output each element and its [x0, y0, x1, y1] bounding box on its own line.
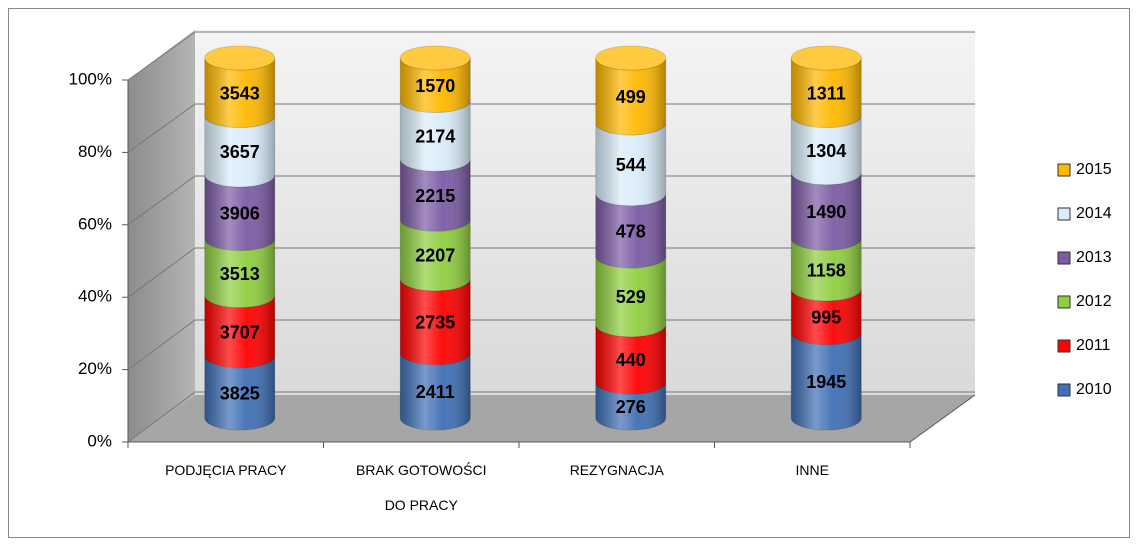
grid-line: [127, 391, 196, 443]
legend-label: 2015: [1076, 161, 1112, 178]
y-tick-label: 0%: [87, 431, 112, 450]
side-wall: [128, 30, 195, 442]
legend-swatch: [1057, 383, 1071, 397]
cylinder-shade: [204, 58, 275, 431]
floor-edge: [909, 394, 976, 443]
grid-line: [127, 319, 196, 371]
x-tick-label: BRAK GOTOWOŚCI DO PRACY: [356, 462, 487, 513]
data-label: 3906: [220, 204, 260, 224]
legend-label: 2011: [1076, 337, 1111, 354]
x-tick-label: INNE: [795, 462, 829, 478]
cylinder-top-highlight: [400, 46, 471, 70]
data-label: 2411: [416, 382, 455, 402]
y-tick-label: 100%: [69, 69, 112, 88]
data-label: 478: [616, 222, 646, 242]
data-label: 3657: [220, 142, 260, 162]
data-label: 1304: [806, 141, 846, 161]
legend-label: 2012: [1076, 293, 1112, 310]
cylinder-top-highlight: [204, 46, 275, 70]
x-tick-label: REZYGNACJA: [569, 462, 664, 478]
legend-label: 2014: [1076, 205, 1112, 222]
data-label: 3543: [220, 84, 260, 104]
data-label: 3825: [220, 384, 260, 404]
grid-line: [127, 247, 196, 298]
legend-label: 2010: [1076, 381, 1112, 398]
data-label: 276: [616, 397, 646, 417]
legend-label: 2013: [1076, 249, 1112, 266]
data-label: 1158: [807, 260, 846, 280]
data-label: 499: [616, 87, 646, 107]
data-label: 440: [616, 350, 646, 370]
data-label: 2215: [415, 186, 455, 206]
floor: [128, 395, 975, 442]
data-label: 544: [616, 155, 646, 175]
data-label: 529: [616, 287, 646, 307]
x-tick-label: PODJĘCIA PRACY: [165, 462, 287, 478]
y-tick-label: 80%: [78, 142, 112, 161]
cylinder-top: [399, 45, 471, 71]
data-label: 995: [811, 308, 841, 328]
legend-swatch: [1057, 207, 1071, 221]
cylinder-shade: [400, 58, 471, 431]
cylinder-top-highlight: [595, 46, 666, 70]
data-label: 2735: [415, 313, 455, 333]
data-label: 3707: [220, 322, 260, 342]
data-label: 1490: [806, 202, 846, 222]
cylinder-top: [595, 45, 667, 71]
y-tick-label: 20%: [78, 359, 112, 378]
grid-line: [127, 103, 196, 153]
cylinder-top: [204, 45, 276, 71]
cylinder-shade: [791, 58, 862, 431]
y-tick-label: 40%: [78, 287, 112, 306]
cylinder-shade: [595, 58, 666, 431]
legend-swatch: [1057, 339, 1071, 353]
legend-swatch: [1057, 295, 1071, 309]
cylinder-top: [790, 45, 862, 71]
data-label: 1311: [807, 84, 846, 104]
data-label: 2174: [415, 127, 455, 147]
cylinder-top-highlight: [791, 46, 862, 70]
legend-swatch: [1057, 163, 1071, 177]
data-label: 2207: [415, 246, 455, 266]
grid-line: [127, 31, 196, 81]
y-tick-label: 60%: [78, 214, 112, 233]
data-label: 1570: [415, 76, 455, 96]
data-label: 1945: [806, 372, 846, 392]
data-label: 3513: [220, 264, 260, 284]
grid-line: [127, 175, 196, 226]
legend-swatch: [1057, 251, 1071, 265]
